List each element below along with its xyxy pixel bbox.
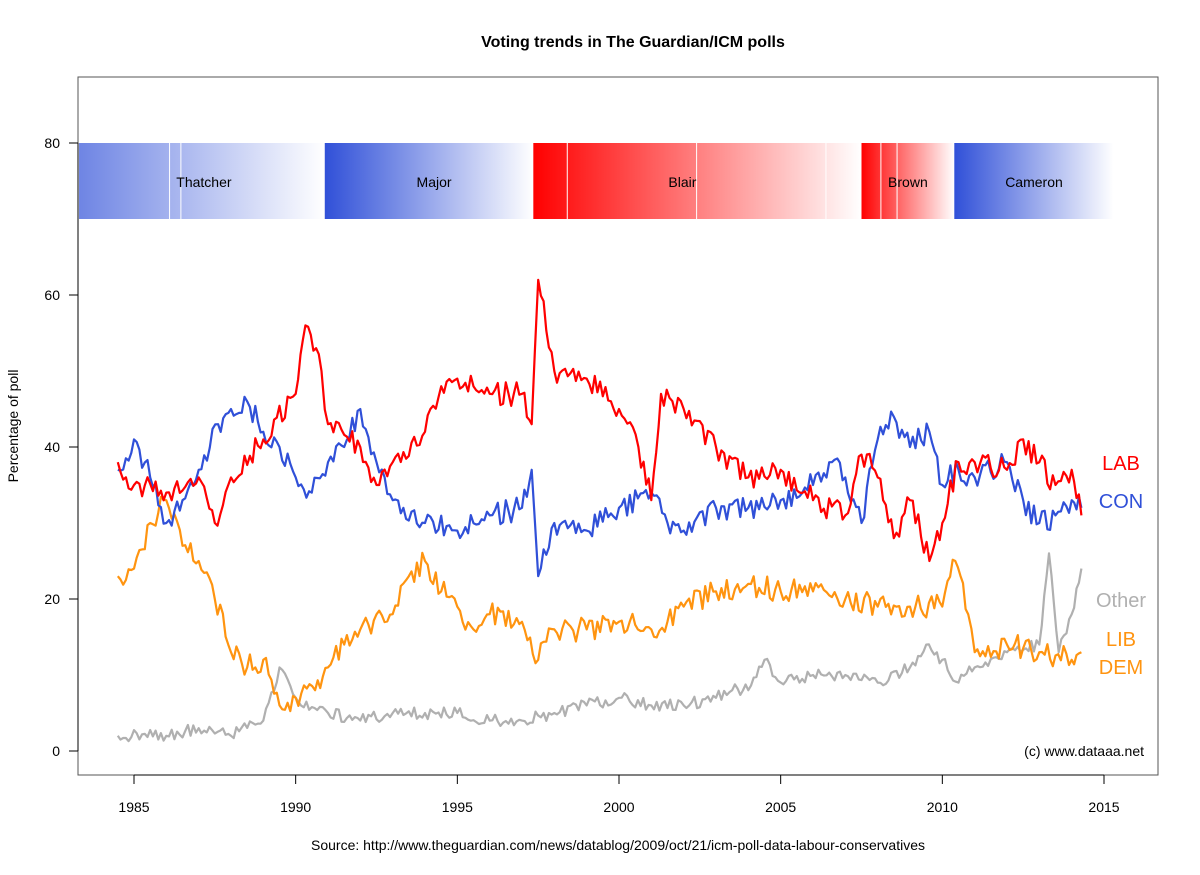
x-tick-label: 2015 bbox=[1088, 799, 1119, 815]
pm-band-label: Cameron bbox=[1005, 174, 1063, 190]
series-label-other: Other bbox=[1096, 590, 1146, 612]
credit-text: (c) www.dataaa.net bbox=[1024, 743, 1144, 759]
series-line-lib-dem bbox=[116, 495, 1082, 713]
series-labels: LAB CON LIB DEM Other bbox=[1096, 453, 1146, 679]
series-label-lib-dem: LIB bbox=[1106, 629, 1136, 651]
y-axis-label: Percentage of poll bbox=[5, 370, 21, 483]
x-tick-label: 1995 bbox=[442, 799, 473, 815]
x-tick-label: 2005 bbox=[765, 799, 796, 815]
pm-band-major bbox=[324, 143, 534, 219]
series-label-lib-dem: DEM bbox=[1099, 657, 1143, 679]
pm-band-label: Brown bbox=[888, 174, 928, 190]
x-tick-label: 2000 bbox=[603, 799, 634, 815]
y-tick-label: 20 bbox=[44, 591, 60, 607]
pm-band-blair bbox=[533, 143, 862, 219]
x-axis: 1985 1990 1995 2000 2005 2010 2015 bbox=[118, 774, 1120, 815]
y-tick-label: 40 bbox=[44, 439, 60, 455]
series-line-lab bbox=[116, 278, 1083, 563]
y-tick-label: 60 bbox=[44, 287, 60, 303]
pm-band-label: Major bbox=[417, 174, 452, 190]
series-line-con bbox=[117, 395, 1083, 578]
y-tick-label: 80 bbox=[44, 135, 60, 151]
x-tick-label: 1985 bbox=[118, 799, 149, 815]
y-axis: 0 20 40 60 80 bbox=[44, 135, 79, 759]
series-label-lab: LAB bbox=[1102, 453, 1140, 475]
x-tick-label: 1990 bbox=[280, 799, 311, 815]
series-lines bbox=[116, 278, 1083, 743]
pm-band-thatcher bbox=[79, 143, 325, 219]
x-tick-label: 2010 bbox=[927, 799, 958, 815]
source-text: Source: http://www.theguardian.com/news/… bbox=[311, 837, 925, 853]
pm-band-brown bbox=[861, 143, 955, 219]
pm-band-label: Thatcher bbox=[176, 174, 232, 190]
pm-bands: Thatcher Major Blair Brown Cameron bbox=[79, 143, 1114, 219]
series-label-con: CON bbox=[1099, 491, 1143, 513]
pm-band-cameron bbox=[954, 143, 1114, 219]
pm-band-label: Blair bbox=[668, 174, 696, 190]
chart-title: Voting trends in The Guardian/ICM polls bbox=[481, 34, 785, 51]
series-line-other bbox=[116, 552, 1083, 743]
y-tick-label: 0 bbox=[52, 743, 60, 759]
